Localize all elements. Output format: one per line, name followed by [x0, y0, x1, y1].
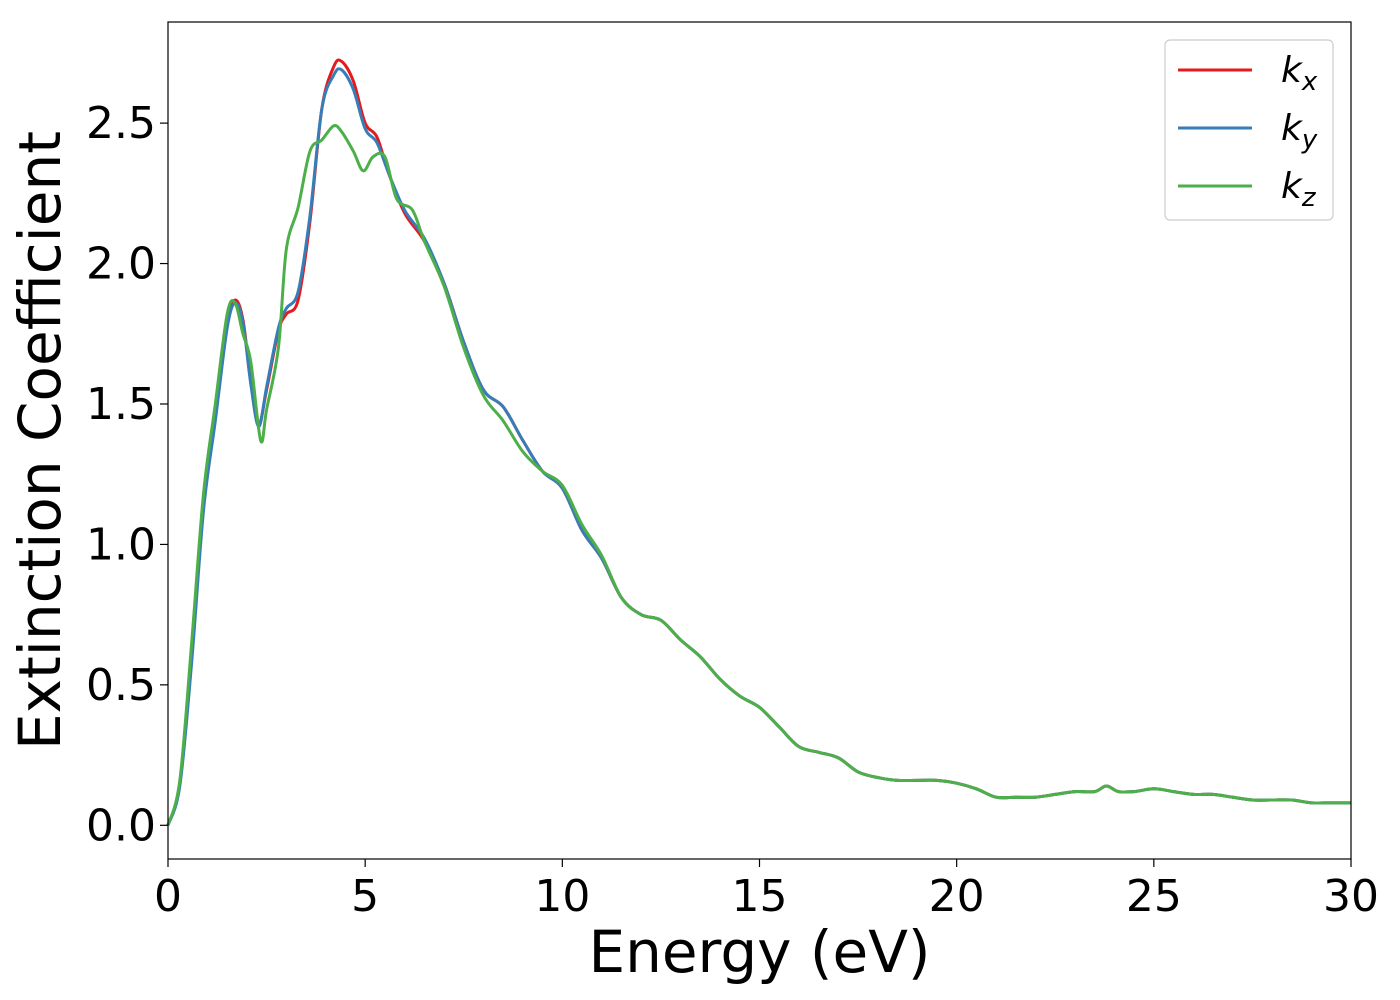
legend-label-y: ky — [1281, 108, 1318, 155]
legend-label-base: k — [1281, 50, 1304, 91]
series-lines — [166, 58, 1351, 826]
y-tick-label: 1.5 — [86, 379, 156, 430]
series-line-z — [166, 124, 1351, 826]
legend-label-x: kx — [1281, 50, 1318, 97]
x-axis-ticks: 0 5 10 15 20 25 30 — [154, 859, 1379, 922]
legend-label-subscript: x — [1301, 67, 1318, 97]
y-tick-label: 0.5 — [86, 660, 156, 711]
x-tick-label: 15 — [732, 871, 788, 922]
x-axis-label: Energy (eV) — [588, 918, 930, 986]
legend-label-subscript: y — [1301, 125, 1318, 155]
x-tick-label: 20 — [929, 871, 985, 922]
x-tick-label: 10 — [534, 871, 590, 922]
legend-label-subscript: z — [1301, 183, 1317, 213]
y-axis-label: Extinction Coefficient — [6, 131, 74, 750]
x-tick-label: 30 — [1323, 871, 1379, 922]
legend-box — [1164, 39, 1334, 221]
legend-label-base: k — [1281, 108, 1304, 149]
y-tick-label: 2.5 — [86, 98, 156, 149]
y-axis-ticks: 0.0 0.5 1.0 1.5 2.0 2.5 — [86, 98, 168, 851]
legend-label-z: kz — [1281, 166, 1317, 213]
x-tick-label: 5 — [351, 871, 379, 922]
y-tick-label: 0.0 — [86, 800, 156, 851]
x-tick-label: 0 — [154, 871, 182, 922]
y-tick-label: 2.0 — [86, 239, 156, 290]
legend-label-base: k — [1281, 166, 1304, 207]
x-tick-label: 25 — [1126, 871, 1182, 922]
y-tick-label: 1.0 — [86, 519, 156, 570]
